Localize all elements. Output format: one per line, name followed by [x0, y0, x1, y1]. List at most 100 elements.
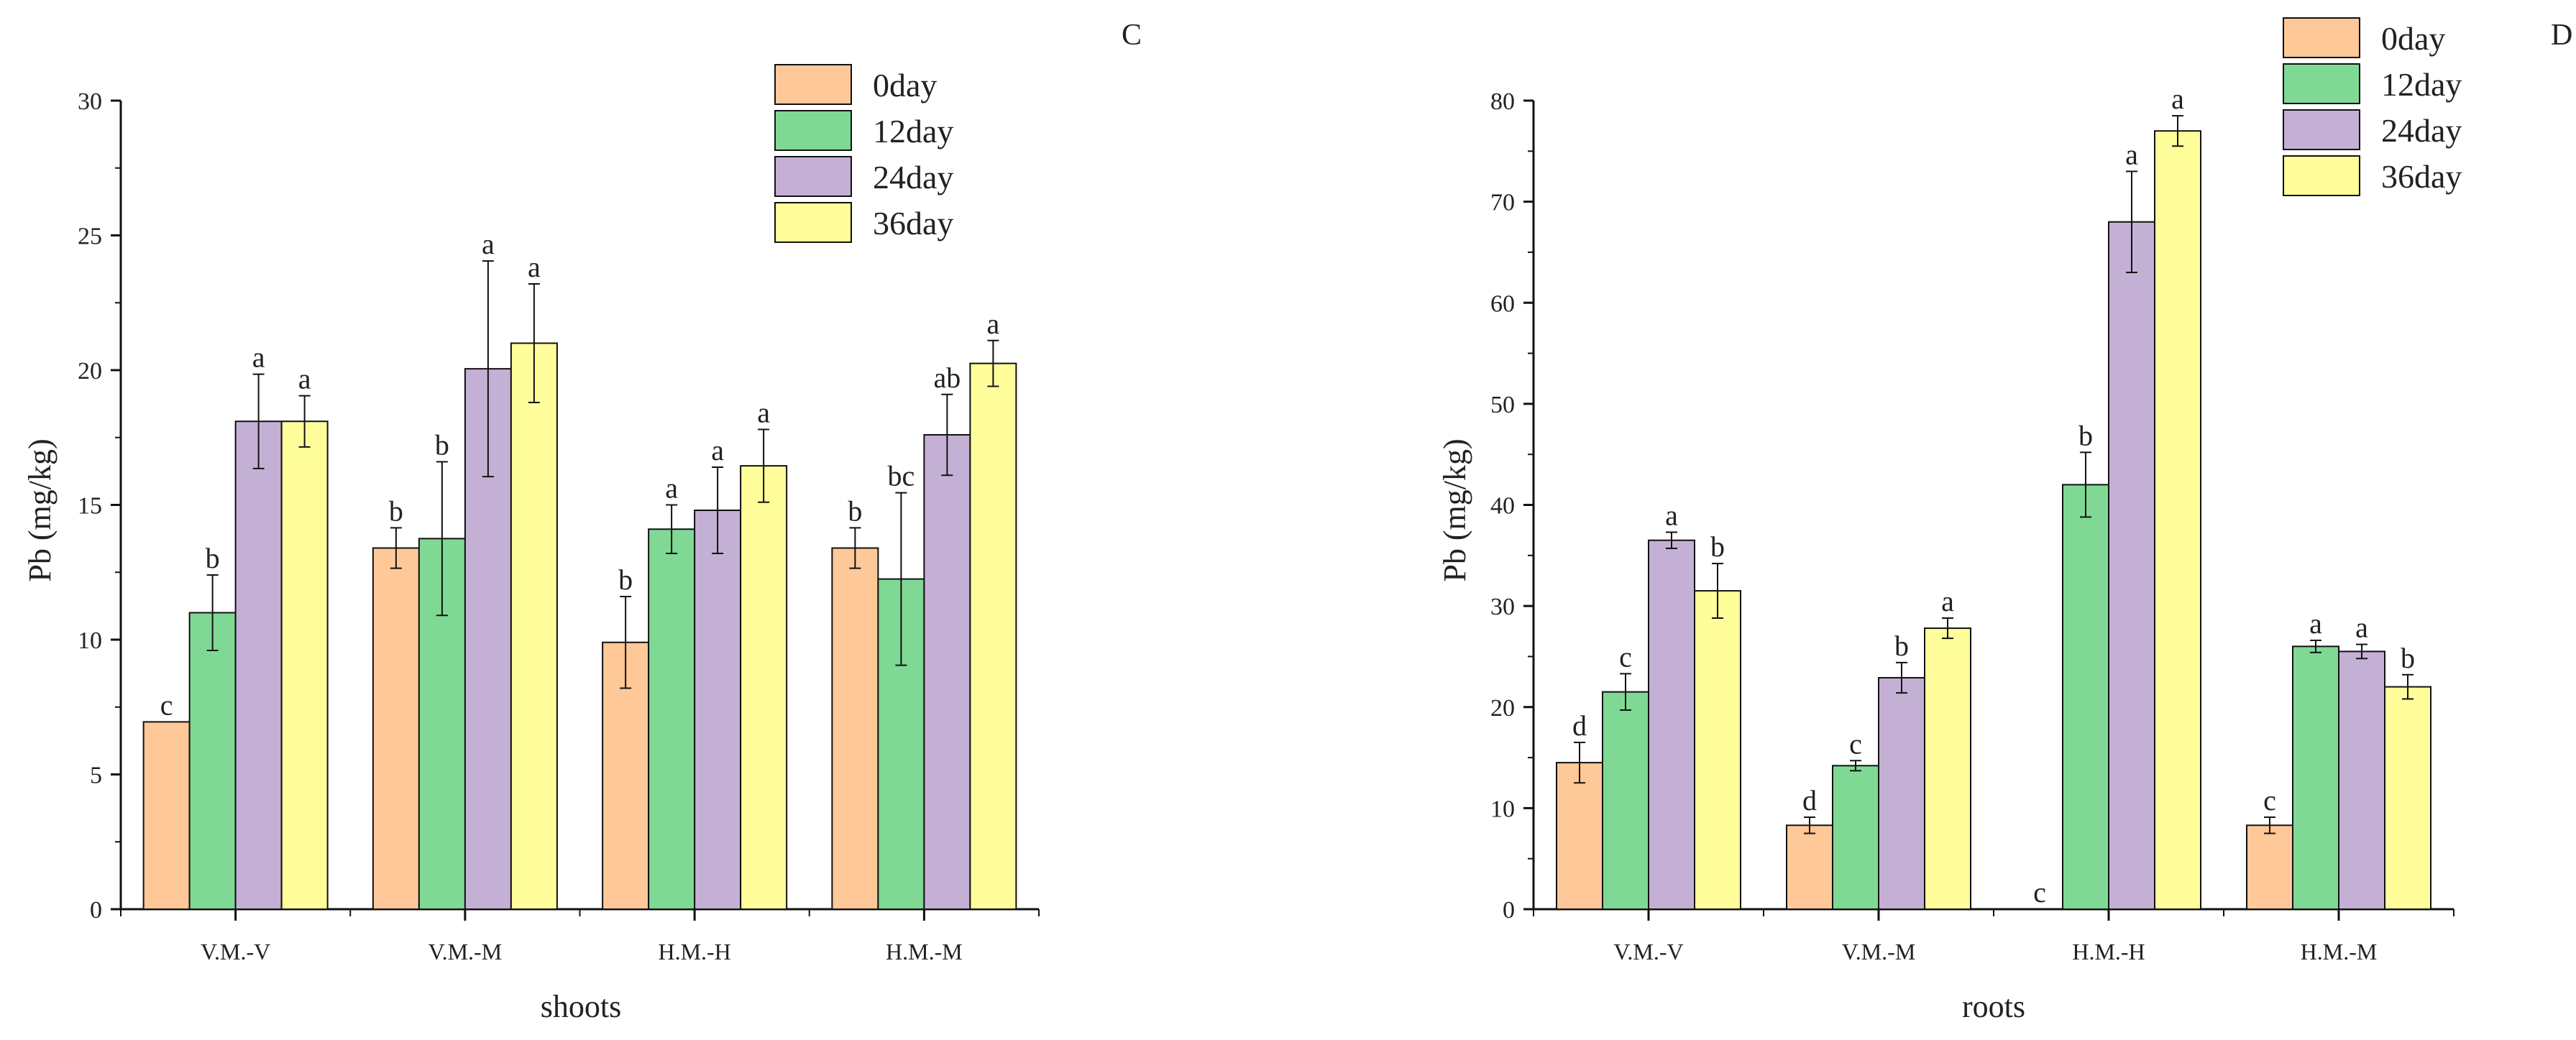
legend-label-0day: 0day [873, 67, 937, 103]
bar-shoots-0day [372, 547, 420, 910]
bar-roots-12day [2062, 484, 2109, 910]
y-tick-label-shoots: 5 [90, 763, 102, 789]
bar-shoots-36day [969, 362, 1017, 910]
significance-label-shoots: a [298, 363, 311, 395]
y-tick-label-roots: 40 [1490, 493, 1515, 520]
significance-label-shoots: a [711, 434, 724, 466]
y-tick-label-roots: 70 [1490, 190, 1515, 216]
bar-roots-24day [1648, 539, 1695, 910]
chart-roots: D Pb (mg/kg) roots 0 10 20 30 40 50 60 70 80 V.M.… [1437, 17, 2572, 1024]
x-tick-label-shoots: H.M.-H [658, 939, 730, 965]
y-tick-label-shoots: 15 [78, 493, 102, 520]
bar-shoots-24day [923, 434, 971, 910]
legend-swatch-0day [2283, 17, 2360, 58]
significance-label-roots: b [2401, 642, 2415, 674]
legend-swatch-36day [2283, 155, 2360, 196]
bar-roots-12day [1602, 691, 1649, 910]
bar-shoots-0day [142, 721, 191, 910]
bar-roots-0day [2246, 824, 2293, 910]
y-tick-label-roots: 50 [1490, 392, 1515, 418]
x-tick-label-roots: V.M.-M [1842, 939, 1916, 965]
significance-label-roots: a [2171, 83, 2184, 115]
significance-label-roots: a [2355, 612, 2368, 644]
bar-roots-24day [2338, 650, 2385, 910]
bar-shoots-24day [694, 510, 742, 910]
significance-label-roots: a [2125, 138, 2138, 170]
significance-label-roots: a [1941, 585, 1954, 617]
legend-swatch-0day [774, 64, 852, 105]
bar-shoots-12day [188, 612, 237, 910]
bar-shoots-36day [740, 465, 788, 910]
significance-label-shoots: b [435, 429, 449, 461]
y-tick-label-shoots: 30 [78, 88, 102, 115]
y-tick-label-roots: 0 [1503, 897, 1515, 924]
significance-label-shoots: b [206, 542, 220, 574]
x-tick-label-shoots: V.M.-M [428, 939, 503, 965]
significance-label-shoots: a [757, 397, 770, 429]
significance-label-shoots: bc [887, 460, 915, 492]
legend-label-0day: 0day [2381, 20, 2445, 57]
significance-label-shoots: b [848, 494, 862, 527]
x-axis-title-roots: roots [1962, 989, 2025, 1024]
bar-shoots-36day [280, 420, 329, 910]
chart-shoots: C Pb (mg/kg) shoots 0 5 10 15 20 25 30 V.M.-V V.… [22, 19, 1142, 1024]
bar-roots-36day [1924, 627, 1971, 910]
bar-roots-36day [2154, 130, 2201, 910]
significance-label-shoots: a [482, 228, 495, 260]
x-axis-title-shoots: shoots [541, 989, 621, 1024]
y-tick-label-roots: 80 [1490, 88, 1515, 115]
significance-label-shoots: ab [933, 362, 961, 394]
significance-label-roots: d [1802, 784, 1817, 816]
y-tick-label-roots: 60 [1490, 290, 1515, 317]
legend-swatch-12day [2283, 63, 2360, 104]
significance-label-shoots: b [389, 494, 403, 527]
significance-label-roots: c [2263, 784, 2276, 816]
legend-label-36day: 36day [873, 205, 953, 241]
significance-label-roots: a [2309, 607, 2322, 640]
bar-shoots-36day [510, 342, 558, 910]
y-tick-label-shoots: 20 [78, 358, 102, 385]
y-tick-label-roots: 20 [1490, 695, 1515, 722]
bar-roots-0day [1556, 762, 1603, 910]
bar-roots-12day [2292, 645, 2339, 910]
x-tick-label-roots: H.M.-H [2072, 939, 2145, 965]
legend-swatch-36day [774, 202, 852, 243]
panel-letter-d: D [2551, 19, 2572, 52]
legend-shoots: 0day 12day 24day 36day [774, 64, 953, 243]
significance-label-shoots: c [160, 689, 173, 721]
significance-label-roots: a [1665, 499, 1678, 531]
significance-label-shoots: b [618, 563, 633, 596]
y-axis-title-roots: Pb (mg/kg) [1437, 438, 1472, 581]
legend-label-36day: 36day [2381, 158, 2462, 195]
significance-label-roots: d [1572, 709, 1587, 742]
y-tick-label-roots: 30 [1490, 594, 1515, 620]
significance-label-roots: b [2078, 419, 2093, 451]
y-tick-label-shoots: 25 [78, 224, 102, 250]
bar-shoots-0day [831, 547, 879, 910]
legend-roots: 0day 12day 24day 36day [2283, 17, 2462, 196]
bar-roots-24day [2108, 221, 2155, 910]
significance-label-shoots: a [252, 341, 265, 374]
significance-label-roots: c [2033, 876, 2046, 908]
x-tick-label-shoots: V.M.-V [201, 939, 270, 965]
significance-label-shoots: a [665, 472, 678, 505]
legend-swatch-24day [2283, 109, 2360, 150]
legend-label-24day: 24day [873, 159, 953, 195]
bar-roots-12day [1832, 765, 1879, 910]
significance-label-roots: c [1619, 640, 1632, 673]
legend-swatch-24day [774, 156, 852, 197]
legend-swatch-12day [774, 110, 852, 151]
x-tick-label-shoots: H.M.-M [886, 939, 963, 965]
bar-shoots-12day [648, 528, 696, 910]
y-tick-label-roots: 10 [1490, 796, 1515, 822]
bar-roots-36day [2384, 686, 2431, 910]
bar-roots-0day [1786, 824, 1833, 910]
bar-roots-36day [1694, 590, 1741, 910]
significance-label-shoots: a [986, 308, 999, 340]
x-tick-label-roots: H.M.-M [2301, 939, 2378, 965]
significance-label-roots: c [1849, 727, 1862, 760]
y-tick-label-shoots: 10 [78, 627, 102, 654]
significance-label-shoots: a [528, 251, 541, 283]
y-axis-title-shoots: Pb (mg/kg) [22, 438, 58, 581]
